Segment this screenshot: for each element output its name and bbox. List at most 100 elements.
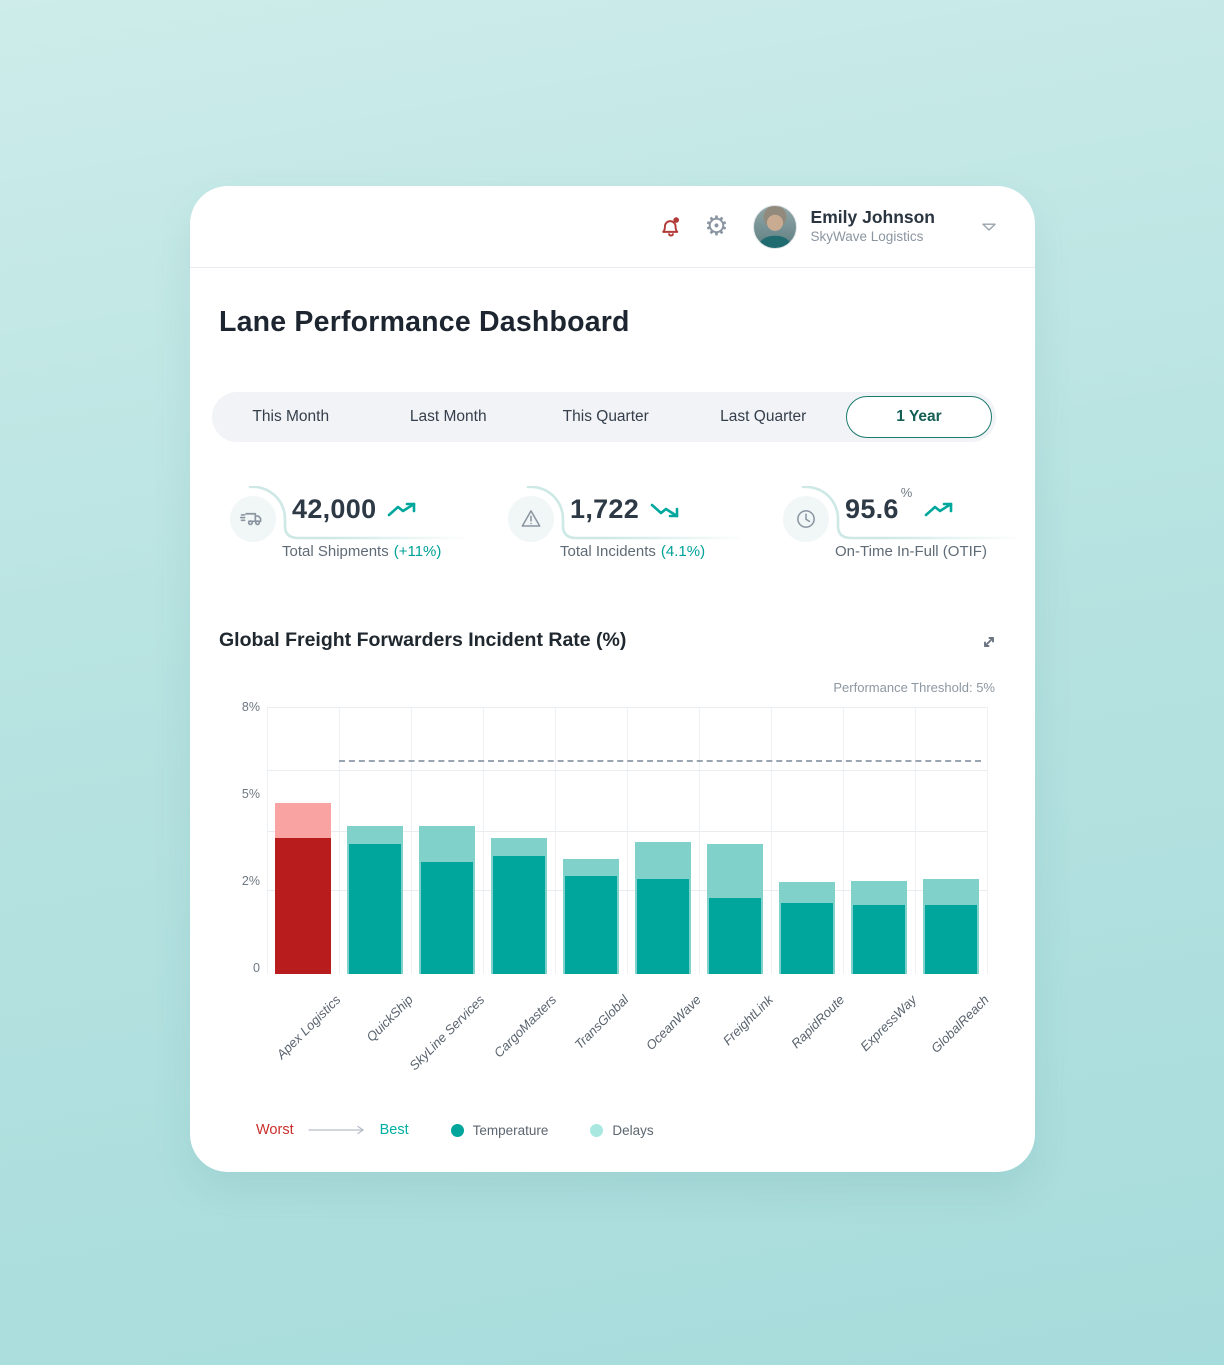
user-company: SkyWave Logistics	[810, 229, 924, 244]
chart-legend: Worst Best Temperature Delays	[256, 1122, 654, 1138]
kpi-label: Total Shipments	[282, 543, 389, 560]
bar-globalreach[interactable]	[923, 879, 979, 974]
bar-transglobal[interactable]	[563, 858, 619, 974]
bar-apex-logistics[interactable]	[275, 802, 331, 974]
bar-segment-temperature	[781, 902, 833, 974]
bar-segment-temperature	[637, 879, 689, 974]
gridline	[267, 831, 987, 832]
y-tick: 0	[253, 961, 260, 975]
chart-expand-button[interactable]	[979, 632, 999, 655]
kpi-value: 42,000	[292, 494, 377, 524]
trend-up-icon	[388, 502, 416, 516]
delays-dot-icon	[590, 1123, 604, 1137]
settings-button[interactable]: ⚙	[699, 209, 735, 245]
notifications-button[interactable]	[653, 209, 689, 245]
kpi-icon-circle	[508, 496, 554, 542]
gridline	[843, 707, 844, 974]
tab-this-month[interactable]: This Month	[212, 392, 370, 442]
avatar[interactable]	[752, 204, 797, 249]
kpi-icon-circle	[783, 496, 829, 542]
x-label-apex-logistics: Apex Logistics	[273, 992, 344, 1062]
x-label-transglobal: TransGlobal	[571, 992, 632, 1052]
y-tick: 5%	[241, 787, 260, 801]
legend-item-delays[interactable]: Delays	[590, 1123, 654, 1138]
gridline	[987, 707, 988, 974]
tab-last-quarter[interactable]: Last Quarter	[685, 392, 843, 442]
kpi-total-incidents: 1,722 Total Incidents (4.1%)	[498, 486, 770, 582]
bar-quickship[interactable]	[347, 826, 403, 974]
bar-rapidroute[interactable]	[779, 882, 835, 974]
bar-cargomasters[interactable]	[491, 838, 547, 974]
gridline	[555, 707, 556, 974]
legend-item-label: Temperature	[472, 1122, 549, 1138]
legend-worst-label: Worst	[256, 1122, 294, 1138]
x-label-skyline-services: SkyLine Services	[406, 992, 488, 1074]
y-tick: 8%	[241, 700, 260, 714]
chart-plot	[267, 707, 988, 974]
x-label-cargomasters: CargoMasters	[491, 992, 560, 1061]
x-label-expressway: ExpressWay	[857, 992, 920, 1055]
bar-segment-temperature	[853, 905, 905, 974]
page-title: Lane Performance Dashboard	[219, 306, 630, 338]
gridline	[699, 707, 700, 974]
bar-oceanwave[interactable]	[635, 842, 691, 974]
bell-icon	[661, 216, 679, 236]
gridline	[267, 707, 987, 708]
kpi-icon-circle	[230, 496, 276, 542]
kpi-delta: (+11%)	[393, 543, 442, 560]
tab-last-month[interactable]: Last Month	[370, 392, 528, 442]
kpi-total-shipments: 42,000 Total Shipments (+11%)	[220, 486, 492, 582]
performance-threshold-line	[339, 760, 981, 762]
x-label-oceanwave: OceanWave	[642, 992, 704, 1054]
tab-1-year[interactable]: 1 Year	[846, 396, 992, 438]
gridline	[411, 707, 412, 974]
bar-skyline-services[interactable]	[419, 826, 475, 974]
chart-y-axis: 8% 5% 2% 0	[218, 700, 260, 975]
bar-freightlink[interactable]	[707, 843, 763, 974]
legend-item-temperature[interactable]: Temperature	[450, 1122, 549, 1138]
kpi-otif: 95.6% On-Time In-Full (OTIF)	[773, 485, 1045, 582]
gridline	[915, 707, 916, 974]
y-tick: 2%	[241, 874, 260, 888]
tab-this-quarter[interactable]: This Quarter	[527, 392, 685, 442]
card-header: ⚙ Emily Johnson SkyWave Logistics	[190, 186, 1035, 268]
kpi-delta: (4.1%)	[660, 543, 706, 560]
clock-icon	[797, 510, 815, 528]
x-label-globalreach: GlobalReach	[927, 992, 992, 1056]
threshold-label: Performance Threshold: 5%	[833, 680, 995, 695]
x-label-quickship: QuickShip	[363, 992, 416, 1045]
user-block: Emily Johnson SkyWave Logistics	[811, 207, 935, 246]
kpi-arc-decoration	[801, 486, 1023, 540]
gridline	[339, 707, 340, 974]
bar-segment-temperature	[565, 876, 617, 974]
expand-icon	[984, 637, 994, 647]
bar-segment-temperature	[493, 855, 545, 974]
x-label-freightlink: FreightLink	[719, 992, 776, 1049]
gear-icon: ⚙	[704, 211, 729, 241]
truck-icon	[239, 512, 262, 526]
kpi-unit: %	[900, 485, 913, 500]
kpi-value: 95.6%	[845, 485, 913, 524]
bar-segment-temperature	[349, 843, 401, 974]
gridline	[627, 707, 628, 974]
x-label-rapidroute: RapidRoute	[788, 992, 848, 1052]
gridline	[267, 770, 987, 771]
gridline	[267, 890, 987, 891]
bar-segment-temperature	[709, 898, 761, 974]
bar-segment-temperature	[925, 905, 977, 974]
legend-best-label: Best	[379, 1122, 409, 1138]
warning-icon	[521, 510, 541, 527]
trend-up-icon	[924, 502, 952, 516]
dashboard-card: ⚙ Emily Johnson SkyWave Logistics Lane P…	[190, 186, 1035, 1172]
chart-x-axis: Apex Logistics QuickShip SkyLine Services C…	[267, 978, 992, 1090]
bar-segment-temperature	[421, 861, 473, 974]
profile-menu-button[interactable]	[971, 209, 1007, 245]
bar-segment-temperature	[275, 838, 331, 974]
worst-to-best-arrow-icon	[307, 1125, 367, 1135]
chart-title: Global Freight Forwarders Incident Rate …	[219, 629, 627, 651]
bar-expressway[interactable]	[851, 880, 907, 974]
kpi-value: 1,722	[570, 494, 640, 524]
gridline	[771, 707, 772, 974]
chevron-down-icon	[982, 223, 996, 231]
period-tabbar: This Month Last Month This Quarter Last Qua…	[212, 392, 996, 442]
